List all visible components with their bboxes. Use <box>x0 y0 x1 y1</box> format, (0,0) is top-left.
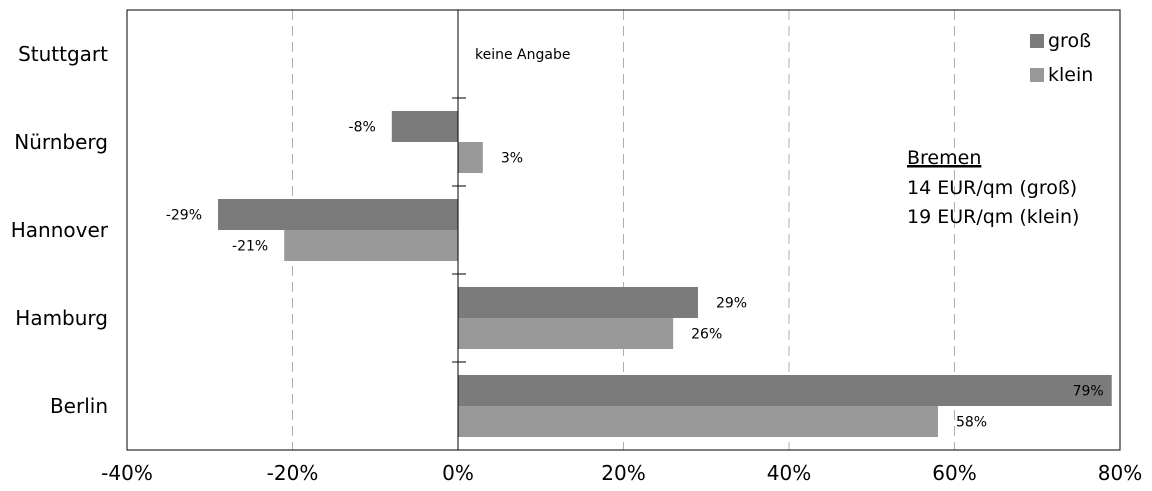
x-tick-label: -40% <box>101 461 153 485</box>
x-tick-label: 80% <box>1098 461 1142 485</box>
data-label: -21% <box>232 239 268 255</box>
no-data-note: keine Angabe <box>475 47 570 63</box>
reference-title: Bremen <box>907 147 981 169</box>
legend-label: klein <box>1048 64 1093 86</box>
category-label: Stuttgart <box>18 42 108 66</box>
bar-gross <box>458 375 1112 406</box>
data-label: 29% <box>716 296 747 312</box>
bar-klein <box>458 142 483 173</box>
reference-line: 14 EUR/qm (groß) <box>907 177 1077 199</box>
data-label: -8% <box>349 120 376 136</box>
reference-line: 19 EUR/qm (klein) <box>907 206 1079 228</box>
data-label: 58% <box>956 415 987 431</box>
bar-gross <box>391 111 458 142</box>
legend-swatch <box>1030 68 1044 82</box>
bar-gross <box>458 287 698 318</box>
plot-frame <box>126 9 1121 451</box>
bar-klein <box>458 318 674 349</box>
x-tick-label: 0% <box>442 461 474 485</box>
data-label: -29% <box>166 208 202 224</box>
bar-gross <box>218 199 458 230</box>
x-tick-label: -20% <box>267 461 319 485</box>
category-label: Nürnberg <box>14 130 108 154</box>
bar-klein <box>458 406 938 437</box>
x-tick-label: 60% <box>932 461 976 485</box>
category-label: Hannover <box>11 218 109 242</box>
data-label: 26% <box>691 327 722 343</box>
category-label: Berlin <box>50 394 108 418</box>
x-tick-label: 40% <box>767 461 811 485</box>
legend-swatch <box>1030 34 1044 48</box>
category-label: Hamburg <box>15 306 108 330</box>
legend-label: groß <box>1048 30 1091 52</box>
data-label: 3% <box>501 151 523 167</box>
bar-klein <box>284 230 458 261</box>
data-label: 79% <box>1073 384 1104 400</box>
x-tick-label: 20% <box>601 461 645 485</box>
